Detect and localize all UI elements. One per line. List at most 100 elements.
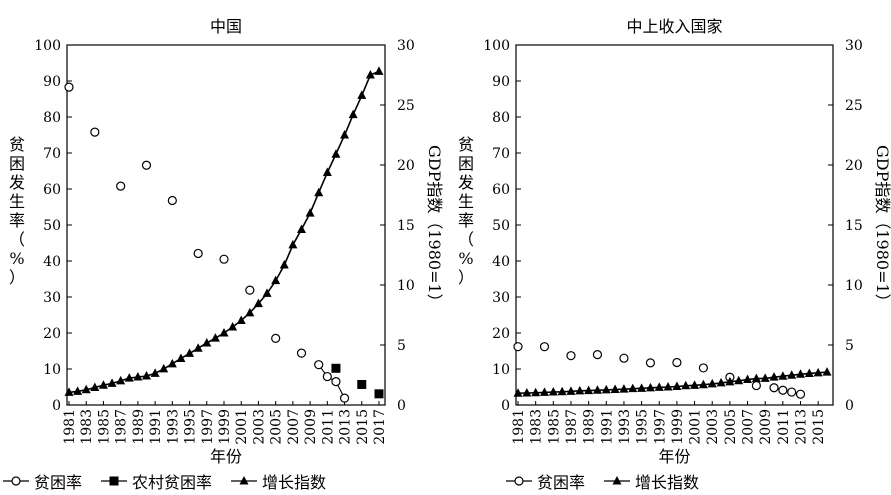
data-point [592, 350, 603, 360]
data-point [210, 333, 220, 342]
data-point [322, 167, 332, 177]
data-point [787, 370, 797, 379]
y-left-tick-label: 70 [43, 146, 61, 162]
y-left-tick-label: 90 [492, 74, 510, 90]
y-left-tick-label: 100 [34, 38, 61, 54]
y-left-tick-label: 100 [483, 38, 510, 54]
data-point [539, 387, 549, 396]
data-point [557, 386, 567, 396]
y-left-tick-label: 30 [43, 290, 61, 306]
data-point [357, 90, 367, 99]
x-tick-label: 1999 [217, 409, 233, 445]
y-left-tick-label: 40 [43, 254, 61, 270]
x-tick-label: 2001 [234, 409, 250, 445]
data-point [107, 378, 117, 387]
y-left-tick-label: 40 [492, 254, 510, 270]
data-point [90, 382, 100, 391]
data-point [141, 160, 152, 170]
x-tick-label: 1983 [79, 409, 95, 445]
data-point [253, 298, 263, 308]
y-right-tick-label: 30 [845, 38, 863, 54]
legend-item: 增长指数 [603, 469, 699, 493]
x-tick-label: 1989 [131, 409, 147, 445]
data-point [663, 382, 673, 391]
data-point [305, 208, 315, 217]
figure: 中国01020304050607080901000510152025301981… [9, 17, 891, 466]
y-right-axis-label: GDP指数（1980=1） [425, 145, 444, 310]
data-point [690, 380, 700, 389]
data-point [98, 380, 108, 389]
data-point [760, 373, 770, 382]
x-tick-label: 2005 [723, 409, 739, 445]
data-point [672, 357, 682, 368]
data-point [236, 315, 246, 325]
data-point [813, 367, 823, 377]
y-left-tick-label: 10 [43, 362, 61, 378]
x-tick-label: 1995 [183, 409, 199, 445]
legend-right: 贫困率 增长指数 [505, 470, 717, 492]
x-tick-label: 2003 [705, 409, 721, 445]
y-left-tick-label: 80 [492, 110, 510, 126]
y-left-tick-label: 70 [492, 146, 510, 162]
data-point [279, 259, 289, 269]
data-point [116, 181, 126, 191]
data-point [592, 385, 602, 394]
data-point [193, 248, 203, 259]
data-point [548, 387, 558, 396]
data-point [787, 387, 797, 397]
x-tick-label: 1997 [652, 409, 668, 445]
data-point [769, 383, 779, 393]
x-tick-label: 1985 [96, 409, 112, 445]
legend-symbol [506, 476, 532, 486]
data-point [566, 386, 576, 395]
legend-item: 增长指数 [230, 469, 326, 493]
series-贫困率 [513, 342, 806, 399]
data-point [296, 348, 307, 358]
y-left-tick-label: 60 [492, 182, 510, 198]
y-left-tick-label: 30 [492, 290, 510, 306]
y-right-tick-label: 10 [397, 278, 415, 294]
x-axis-label: 年份 [210, 447, 242, 466]
x-tick-label: 1981 [62, 409, 78, 445]
x-tick-label: 1995 [635, 409, 651, 445]
data-point [365, 70, 375, 79]
x-tick-label: 1999 [670, 409, 686, 445]
data-point [601, 384, 611, 394]
y-left-tick-label: 0 [52, 398, 61, 414]
data-point [725, 376, 735, 386]
data-point [716, 377, 726, 387]
x-tick-label: 1987 [114, 409, 130, 445]
data-point [584, 385, 594, 395]
data-point [124, 373, 134, 382]
data-point [522, 388, 532, 397]
data-point [262, 288, 272, 297]
legend-symbol [3, 476, 29, 486]
chart-title: 中国 [210, 17, 242, 36]
data-point [795, 389, 806, 399]
data-point [142, 370, 151, 380]
y-right-tick-label: 5 [845, 338, 854, 354]
data-point [681, 380, 691, 390]
x-tick-label: 1987 [564, 409, 580, 445]
data-point [314, 187, 324, 197]
y-left-tick-label: 90 [43, 74, 61, 90]
legend-item: 贫困率 [2, 469, 82, 493]
data-point [64, 387, 74, 396]
x-tick-label: 2007 [741, 409, 757, 445]
data-point [64, 82, 74, 92]
data-point [228, 322, 238, 331]
y-left-tick-label: 20 [492, 326, 510, 342]
x-tick-label: 1993 [617, 409, 633, 445]
data-point [314, 360, 324, 370]
chart-panel-0: 中国 0 10 20 30 40 50 60 70 80 90 100 0 5 10 15 20 25 30 1981… [9, 17, 444, 466]
data-point [176, 353, 186, 362]
y-right-tick-label: 0 [845, 398, 854, 414]
data-point [619, 353, 629, 363]
data-point [331, 377, 341, 387]
x-tick-label: 2015 [811, 409, 827, 445]
data-point [654, 382, 664, 391]
data-point [339, 393, 350, 403]
y-right-axis-label: GDP指数（1980=1） [873, 145, 891, 310]
data-point [619, 384, 629, 393]
legend-item: 贫困率 [505, 469, 585, 493]
